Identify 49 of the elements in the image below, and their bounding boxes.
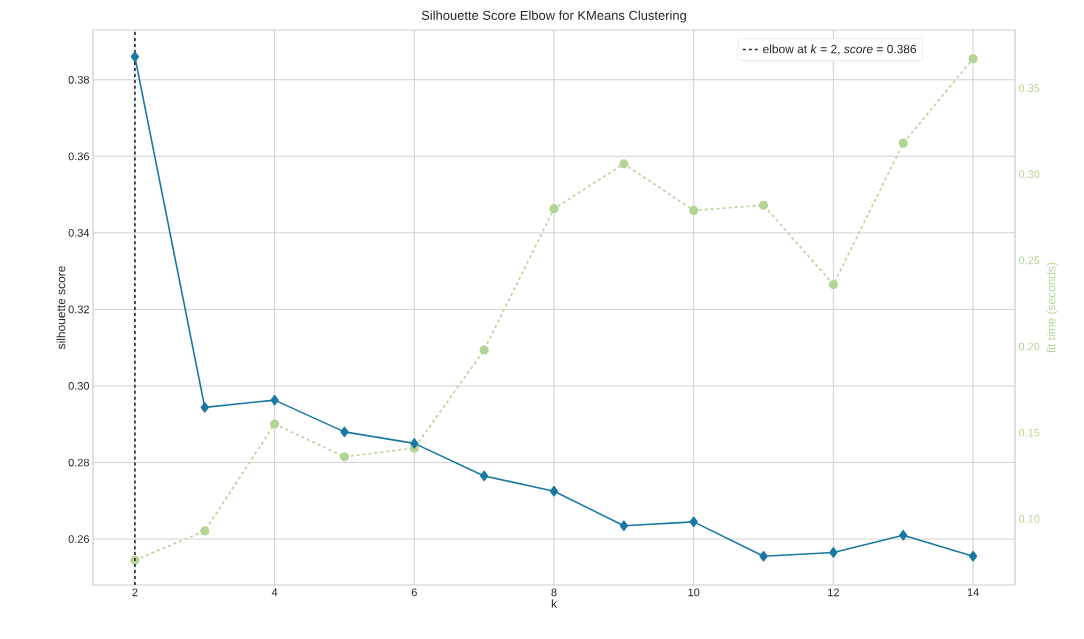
y2-tick-label: 0.20 [1018,342,1040,351]
point [689,205,699,215]
x-tick-label: 10 [688,588,700,597]
point [270,394,279,406]
point [200,402,209,413]
point [410,438,419,449]
y-tick-label: 0.26 [68,535,89,543]
y2-tick-label: 0.35 [1018,84,1040,92]
y-tick-label: 0.34 [68,228,90,237]
point [758,200,769,210]
point [829,547,838,558]
point [619,520,629,531]
point [899,529,908,541]
y-tick-label: 0.36 [68,152,89,161]
x-tick-label: 2 [132,588,138,597]
y2-axis-title: fit time (seconds) [1046,262,1058,353]
point [549,485,559,497]
chart-title: Silhouette Score Elbow for KMeans Clustering [421,10,686,23]
point [828,279,838,290]
point [339,452,350,462]
y-tick-label: 0.30 [68,382,90,390]
point [340,426,349,438]
y2-tick-label: 0.30 [1018,170,1040,179]
point [480,470,489,482]
y-tick-label: 0.28 [68,458,89,467]
x-tick-label: 8 [551,588,557,597]
y2-tick-label: 0.15 [1018,428,1040,437]
x-tick-label: 4 [271,588,278,597]
ref-line-label: elbow at k = 2, score = 0.386 [763,44,917,55]
point [619,159,629,169]
y-tick-label: 0.32 [68,305,89,314]
x-tick-label: 6 [411,588,417,597]
x-tick-label: 12 [828,588,839,597]
point [689,516,698,528]
point [479,345,489,355]
point [898,138,908,148]
point [200,526,210,536]
point [270,419,280,429]
y-tick-label: 0.38 [68,75,89,84]
point [968,54,978,64]
point [759,551,768,562]
y2-tick-label: 0.25 [1018,256,1040,265]
x-axis-title: k [551,599,558,608]
x-tick-label: 14 [967,588,979,597]
point [549,204,559,214]
y-axis-title: silhouette score [56,266,66,350]
point [130,51,140,63]
point [968,551,978,562]
y2-tick-label: 0.10 [1018,514,1040,523]
